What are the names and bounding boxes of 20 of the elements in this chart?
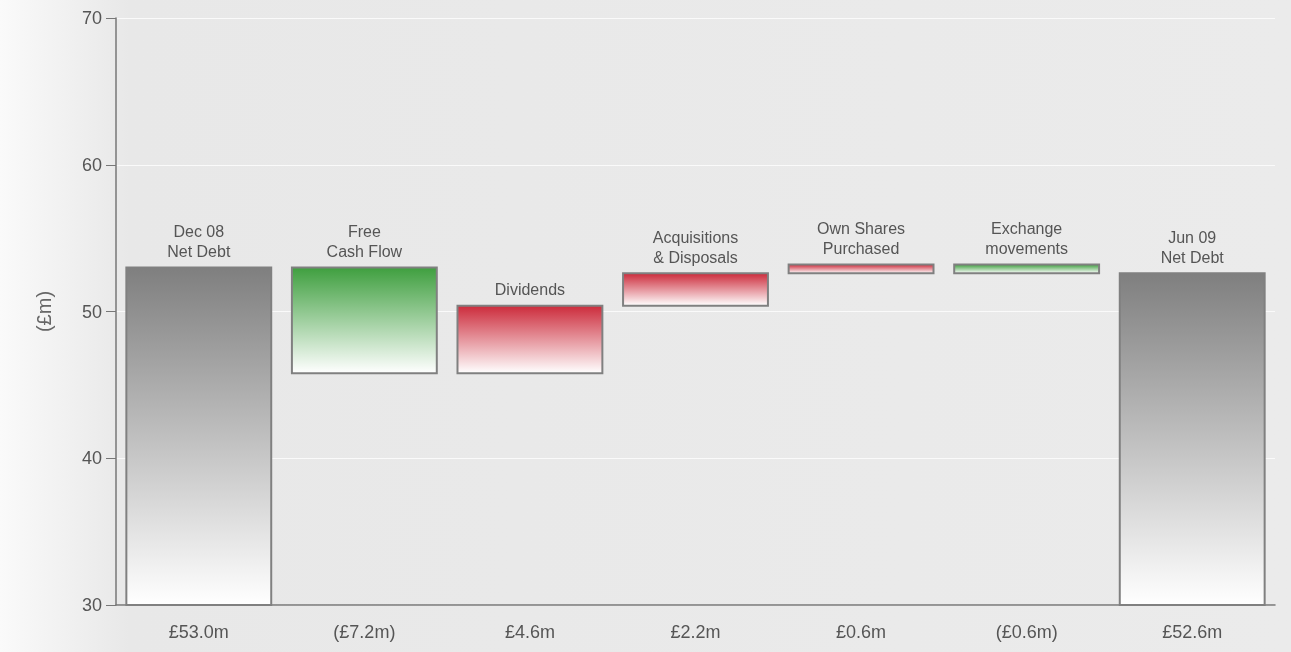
data-label: £53.0m [168, 622, 229, 642]
y-tick-label: 30 [81, 595, 102, 615]
x-tick-label: Free Cash Flow [326, 222, 403, 260]
y-tick-label: 50 [81, 301, 102, 322]
data-label: £52.6m [1162, 622, 1223, 642]
y-tick-label: 70 [81, 8, 102, 28]
x-tick-label: Dividends [494, 281, 566, 299]
data-label: (£7.2m) [333, 622, 396, 642]
y-axis-title: (£m) [33, 290, 55, 333]
x-tick-label: Dec 08 Net Debt [167, 222, 231, 260]
data-label: £4.6m [504, 622, 555, 642]
x-tick-label: Jun 09 Net Debt [1160, 228, 1225, 266]
x-tick-label: Own Shares Purchased [817, 220, 906, 258]
data-label: £2.2m [670, 622, 721, 642]
y-tick-label: 60 [81, 154, 102, 175]
x-tick-label: Exchange movements [985, 220, 1068, 258]
x-tick-label: Acquisitions & Disposals [652, 228, 739, 266]
data-label: (£0.6m) [995, 622, 1058, 642]
data-label: £0.6m [836, 622, 887, 642]
y-tick-label: 40 [81, 448, 102, 469]
